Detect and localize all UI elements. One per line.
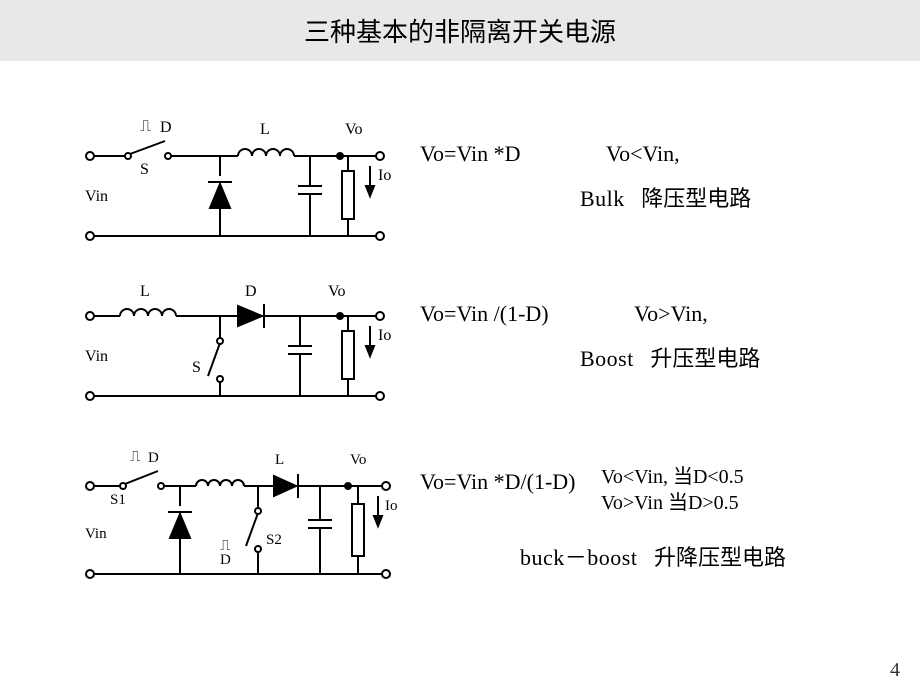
svg-text:S2: S2 [266, 532, 282, 548]
svg-text:Vin: Vin [85, 526, 107, 542]
svg-text:Io: Io [378, 167, 391, 184]
svg-text:Io: Io [385, 498, 398, 514]
svg-text:⎍: ⎍ [130, 449, 141, 465]
buck-eq-cond: Vo<Vin, [606, 141, 680, 166]
boost-name-en: Boost [580, 346, 634, 371]
buckboost-equations: Vo=Vin *D/(1-D) Vo<Vin, 当D<0.5 Vo>Vin 当D… [420, 464, 786, 575]
buck-eq-main: Vo=Vin *D [420, 141, 521, 166]
svg-text:D: D [160, 119, 172, 136]
buck-circuit: ⎍ D S L Vo Io Vin [80, 116, 400, 256]
bb-name-cn: 升降压型电路 [654, 545, 786, 570]
page-number: 4 [890, 659, 900, 682]
boost-equations: Vo=Vin /(1-D) Vo>Vin, Boost 升压型电路 [420, 296, 760, 376]
bb-eq-main: Vo=Vin *D/(1-D) [420, 469, 576, 494]
boost-circuit: L D S Vo Io Vin [80, 276, 400, 416]
buck-name-en: Bulk [580, 186, 625, 211]
slide-title: 三种基本的非隔离开关电源 [0, 0, 920, 61]
boost-eq-cond: Vo>Vin, [634, 301, 708, 326]
boost-name-cn: 升压型电路 [650, 346, 760, 371]
buck-name-cn: 降压型电路 [641, 186, 751, 211]
boost-eq-main: Vo=Vin /(1-D) [420, 301, 549, 326]
content-area: ⎍ D S L Vo Io Vin Vo=Vin *D Vo<Vin, Bulk … [0, 61, 920, 661]
svg-text:Vin: Vin [85, 348, 108, 365]
svg-text:L: L [140, 283, 150, 300]
svg-text:⎍: ⎍ [140, 118, 151, 135]
svg-text:S: S [140, 161, 149, 178]
bb-cond1: Vo<Vin, 当D<0.5 [601, 466, 744, 488]
svg-text:Vin: Vin [85, 188, 108, 205]
svg-text:D: D [148, 450, 159, 466]
buckboost-circuit: ⎍D S1 L Vo Io Vin ⎍D S2 [80, 446, 400, 596]
svg-text:S1: S1 [110, 492, 126, 508]
svg-text:L: L [260, 121, 270, 138]
svg-text:S: S [192, 359, 201, 376]
svg-text:Vo: Vo [350, 452, 366, 468]
svg-text:Vo: Vo [328, 283, 346, 300]
svg-text:Io: Io [378, 327, 391, 344]
bb-name-en: buck－boost [520, 545, 637, 570]
buck-equations: Vo=Vin *D Vo<Vin, Bulk 降压型电路 [420, 136, 751, 216]
svg-text:D: D [220, 552, 231, 568]
svg-text:L: L [275, 452, 284, 468]
svg-text:Vo: Vo [345, 121, 363, 138]
bb-cond2: Vo>Vin 当D>0.5 [601, 492, 739, 514]
svg-text:D: D [245, 283, 257, 300]
